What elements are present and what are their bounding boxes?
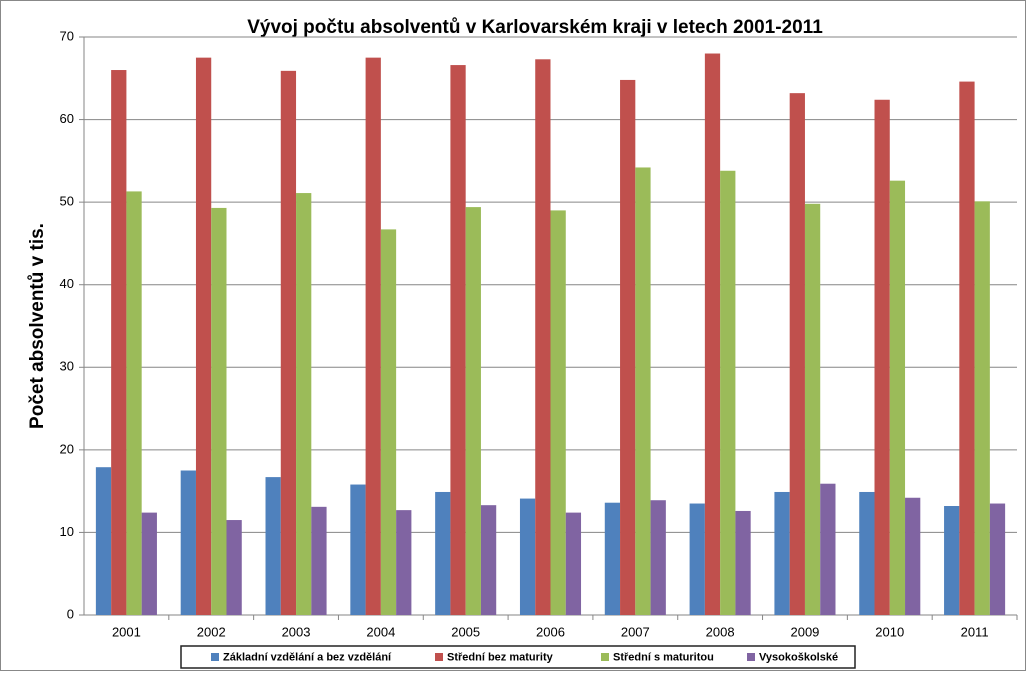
bar (141, 512, 157, 615)
bar (944, 506, 960, 615)
y-tick-label: 50 (60, 194, 74, 209)
legend-swatch (435, 653, 443, 661)
y-tick-label: 20 (60, 441, 74, 456)
x-tick-label: 2002 (197, 624, 226, 639)
bar (720, 170, 736, 615)
x-tick-label: 2004 (366, 624, 395, 639)
bar (650, 500, 666, 615)
bar (789, 93, 805, 616)
bar (396, 510, 412, 615)
bar (95, 467, 112, 615)
x-tick-label: 2010 (875, 624, 904, 639)
bar (435, 491, 451, 615)
bar (774, 491, 790, 615)
legend-label: Základní vzdělání a bez vzdělání (223, 651, 392, 663)
legend-label: Střední bez maturity (447, 651, 554, 663)
bar (804, 203, 821, 615)
bar (380, 229, 397, 616)
bar (974, 201, 990, 615)
bar (735, 510, 751, 615)
x-tick-label: 2001 (112, 624, 141, 639)
y-tick-label: 40 (60, 276, 74, 291)
bar (265, 477, 281, 615)
bar (280, 70, 297, 615)
legend-label: Střední s maturitou (613, 651, 714, 663)
x-tick-label: 2003 (282, 624, 311, 639)
y-tick-label: 0 (67, 606, 74, 621)
legend-label: Vysokoškolské (759, 651, 838, 663)
legend-swatch (601, 653, 609, 661)
x-tick-label: 2007 (621, 624, 650, 639)
bar (365, 57, 381, 615)
bar (211, 207, 227, 615)
y-axis-label: Počet absolventů v tis. (27, 223, 48, 429)
bar (480, 505, 497, 615)
bar (565, 512, 582, 615)
bar (689, 503, 705, 615)
legend-swatch (211, 653, 219, 661)
y-tick-label: 10 (60, 524, 74, 539)
legend-box (180, 645, 856, 669)
chart-title: Vývoj počtu absolventů v Karlovarském kr… (247, 17, 823, 38)
x-tick-label: 2005 (451, 624, 480, 639)
x-tick-label: 2008 (706, 624, 735, 639)
bar (350, 484, 366, 615)
x-tick-label: 2006 (536, 624, 565, 639)
bar (226, 520, 242, 615)
x-tick-label: 2011 (961, 624, 989, 639)
bar (889, 180, 906, 615)
legend-swatch (747, 653, 755, 661)
y-tick-label: 70 (60, 28, 74, 43)
bar (535, 59, 551, 615)
bar (604, 502, 621, 615)
bar (905, 497, 921, 615)
x-tick-label: 2009 (790, 624, 819, 639)
bar (450, 65, 466, 616)
bar (519, 498, 536, 615)
bar (311, 506, 327, 615)
y-tick-label: 30 (60, 359, 74, 374)
bar (704, 53, 721, 616)
bar (465, 207, 481, 615)
bar (111, 70, 127, 616)
bar (550, 210, 566, 615)
bar (859, 491, 875, 615)
bar (195, 57, 212, 615)
bar (874, 99, 890, 616)
bar (989, 503, 1006, 615)
bar (126, 191, 142, 615)
bar (959, 81, 975, 616)
bar (180, 470, 196, 615)
bar (620, 79, 636, 616)
y-tick-label: 60 (60, 111, 74, 126)
bar (296, 193, 312, 615)
bar (820, 483, 836, 615)
bar (635, 167, 651, 615)
